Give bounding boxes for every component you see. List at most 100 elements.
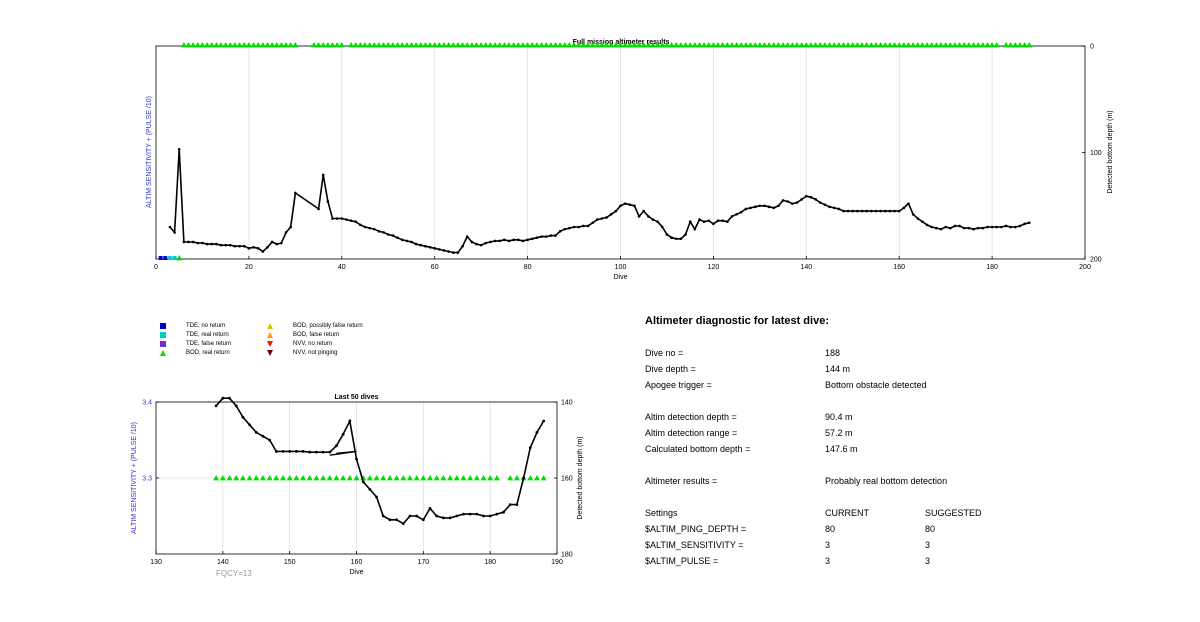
bottom-depth-point (753, 205, 757, 209)
bod-marker (496, 42, 503, 48)
bod-marker (659, 42, 666, 48)
bod-marker (886, 42, 893, 48)
bod-marker (951, 42, 958, 48)
bod-marker (928, 42, 935, 48)
bottom-depth-point (763, 204, 766, 208)
diag-row-sensitivity: $ALTIM_SENSITIVITY = 3 3 (645, 540, 931, 550)
bottom-depth-point (647, 215, 650, 218)
bod-marker (185, 42, 192, 48)
bottom-depth-point (544, 235, 548, 238)
bod-marker (373, 475, 380, 481)
bod-marker (480, 475, 487, 481)
y-tick-label: 3.4 (142, 400, 152, 407)
bod-marker (868, 42, 875, 48)
bod-marker (279, 475, 286, 481)
x-axis-label: Dive (613, 274, 627, 281)
bottom-depth-point (401, 522, 405, 525)
bottom-depth-point (526, 238, 529, 242)
bottom-depth-point (860, 209, 864, 213)
bod-marker (691, 42, 698, 48)
bod-marker (492, 42, 499, 48)
triangle-up-marker-icon (267, 332, 273, 338)
bottom-depth-point (851, 209, 855, 213)
bod-marker (393, 475, 400, 481)
triangle-up-marker-icon (160, 350, 166, 356)
bod-marker (557, 42, 564, 48)
bod-marker (533, 475, 540, 481)
bod-marker (320, 42, 327, 48)
bottom-depth-point (396, 236, 399, 239)
y2-tick-label: 0 (1090, 44, 1094, 51)
bod-marker (826, 42, 833, 48)
x-tick-label: 140 (800, 264, 812, 271)
bod-marker (872, 42, 879, 48)
bottom-depth-point (266, 245, 269, 249)
bod-marker (273, 42, 280, 48)
bottom-depth-point (386, 233, 390, 236)
bod-marker (603, 42, 610, 48)
bottom-depth-point (349, 219, 353, 222)
bod-marker (315, 42, 322, 48)
bod-marker (468, 42, 475, 48)
bod-marker (399, 42, 406, 48)
bottom-depth-point (528, 446, 532, 449)
bottom-depth-point (348, 419, 352, 423)
bottom-depth-point (280, 241, 283, 245)
bottom-depth-point (730, 215, 734, 218)
bod-marker (538, 42, 545, 48)
fqcy-label: FQCY=13 (216, 569, 252, 578)
bottom-depth-point (874, 209, 878, 213)
bod-marker (386, 475, 393, 481)
bottom-depth-point (693, 227, 697, 231)
bottom-depth-point (368, 226, 371, 230)
bottom-depth-point (479, 243, 483, 247)
bod-marker (854, 42, 861, 48)
bottom-depth-point (405, 239, 409, 243)
bottom-depth-point (503, 238, 506, 242)
bod-marker (259, 42, 266, 48)
bottom-depth-point (498, 239, 502, 243)
bod-marker (598, 42, 605, 48)
bottom-depth-point (335, 444, 338, 448)
bottom-depth-point (400, 238, 404, 242)
y2-axis-label: Detected bottom depth (m) (1107, 110, 1114, 193)
bod-marker (701, 42, 708, 48)
bod-marker (910, 42, 917, 48)
bottom-depth-point (967, 226, 971, 230)
bod-marker (575, 42, 582, 48)
bottom-depth-point (233, 244, 237, 248)
bottom-depth-point (301, 450, 305, 453)
bod-marker (594, 42, 601, 48)
x-tick-label: 20 (245, 264, 253, 271)
bottom-depth-point (261, 250, 265, 253)
bod-marker (705, 42, 712, 48)
bod-marker (190, 42, 197, 48)
bottom-depth-point (591, 221, 594, 225)
bottom-depth-point (274, 450, 278, 453)
bod-marker (454, 42, 461, 48)
bottom-depth-point (893, 209, 896, 213)
bod-marker (738, 42, 745, 48)
x-tick-label: 0 (154, 264, 158, 271)
bottom-depth-point (442, 249, 446, 252)
bottom-depth-point (495, 512, 499, 516)
bod-marker (807, 42, 814, 48)
bod-marker (529, 42, 536, 48)
bottom-depth-point (238, 244, 241, 248)
bod-marker (269, 42, 276, 48)
bod-marker (417, 42, 424, 48)
bottom-depth-point (441, 516, 445, 520)
bottom-depth-point (595, 218, 599, 221)
bod-marker (654, 42, 661, 48)
bod-marker (264, 42, 271, 48)
bottom-depth-point (196, 241, 200, 245)
bod-marker (719, 42, 726, 48)
bod-marker (547, 42, 554, 48)
bod-marker (640, 42, 647, 48)
bottom-depth-point (354, 220, 358, 224)
bod-marker (447, 475, 454, 481)
bod-marker (877, 42, 884, 48)
bottom-depth-point (375, 495, 378, 499)
bod-marker (571, 42, 578, 48)
bod-marker (400, 475, 407, 481)
